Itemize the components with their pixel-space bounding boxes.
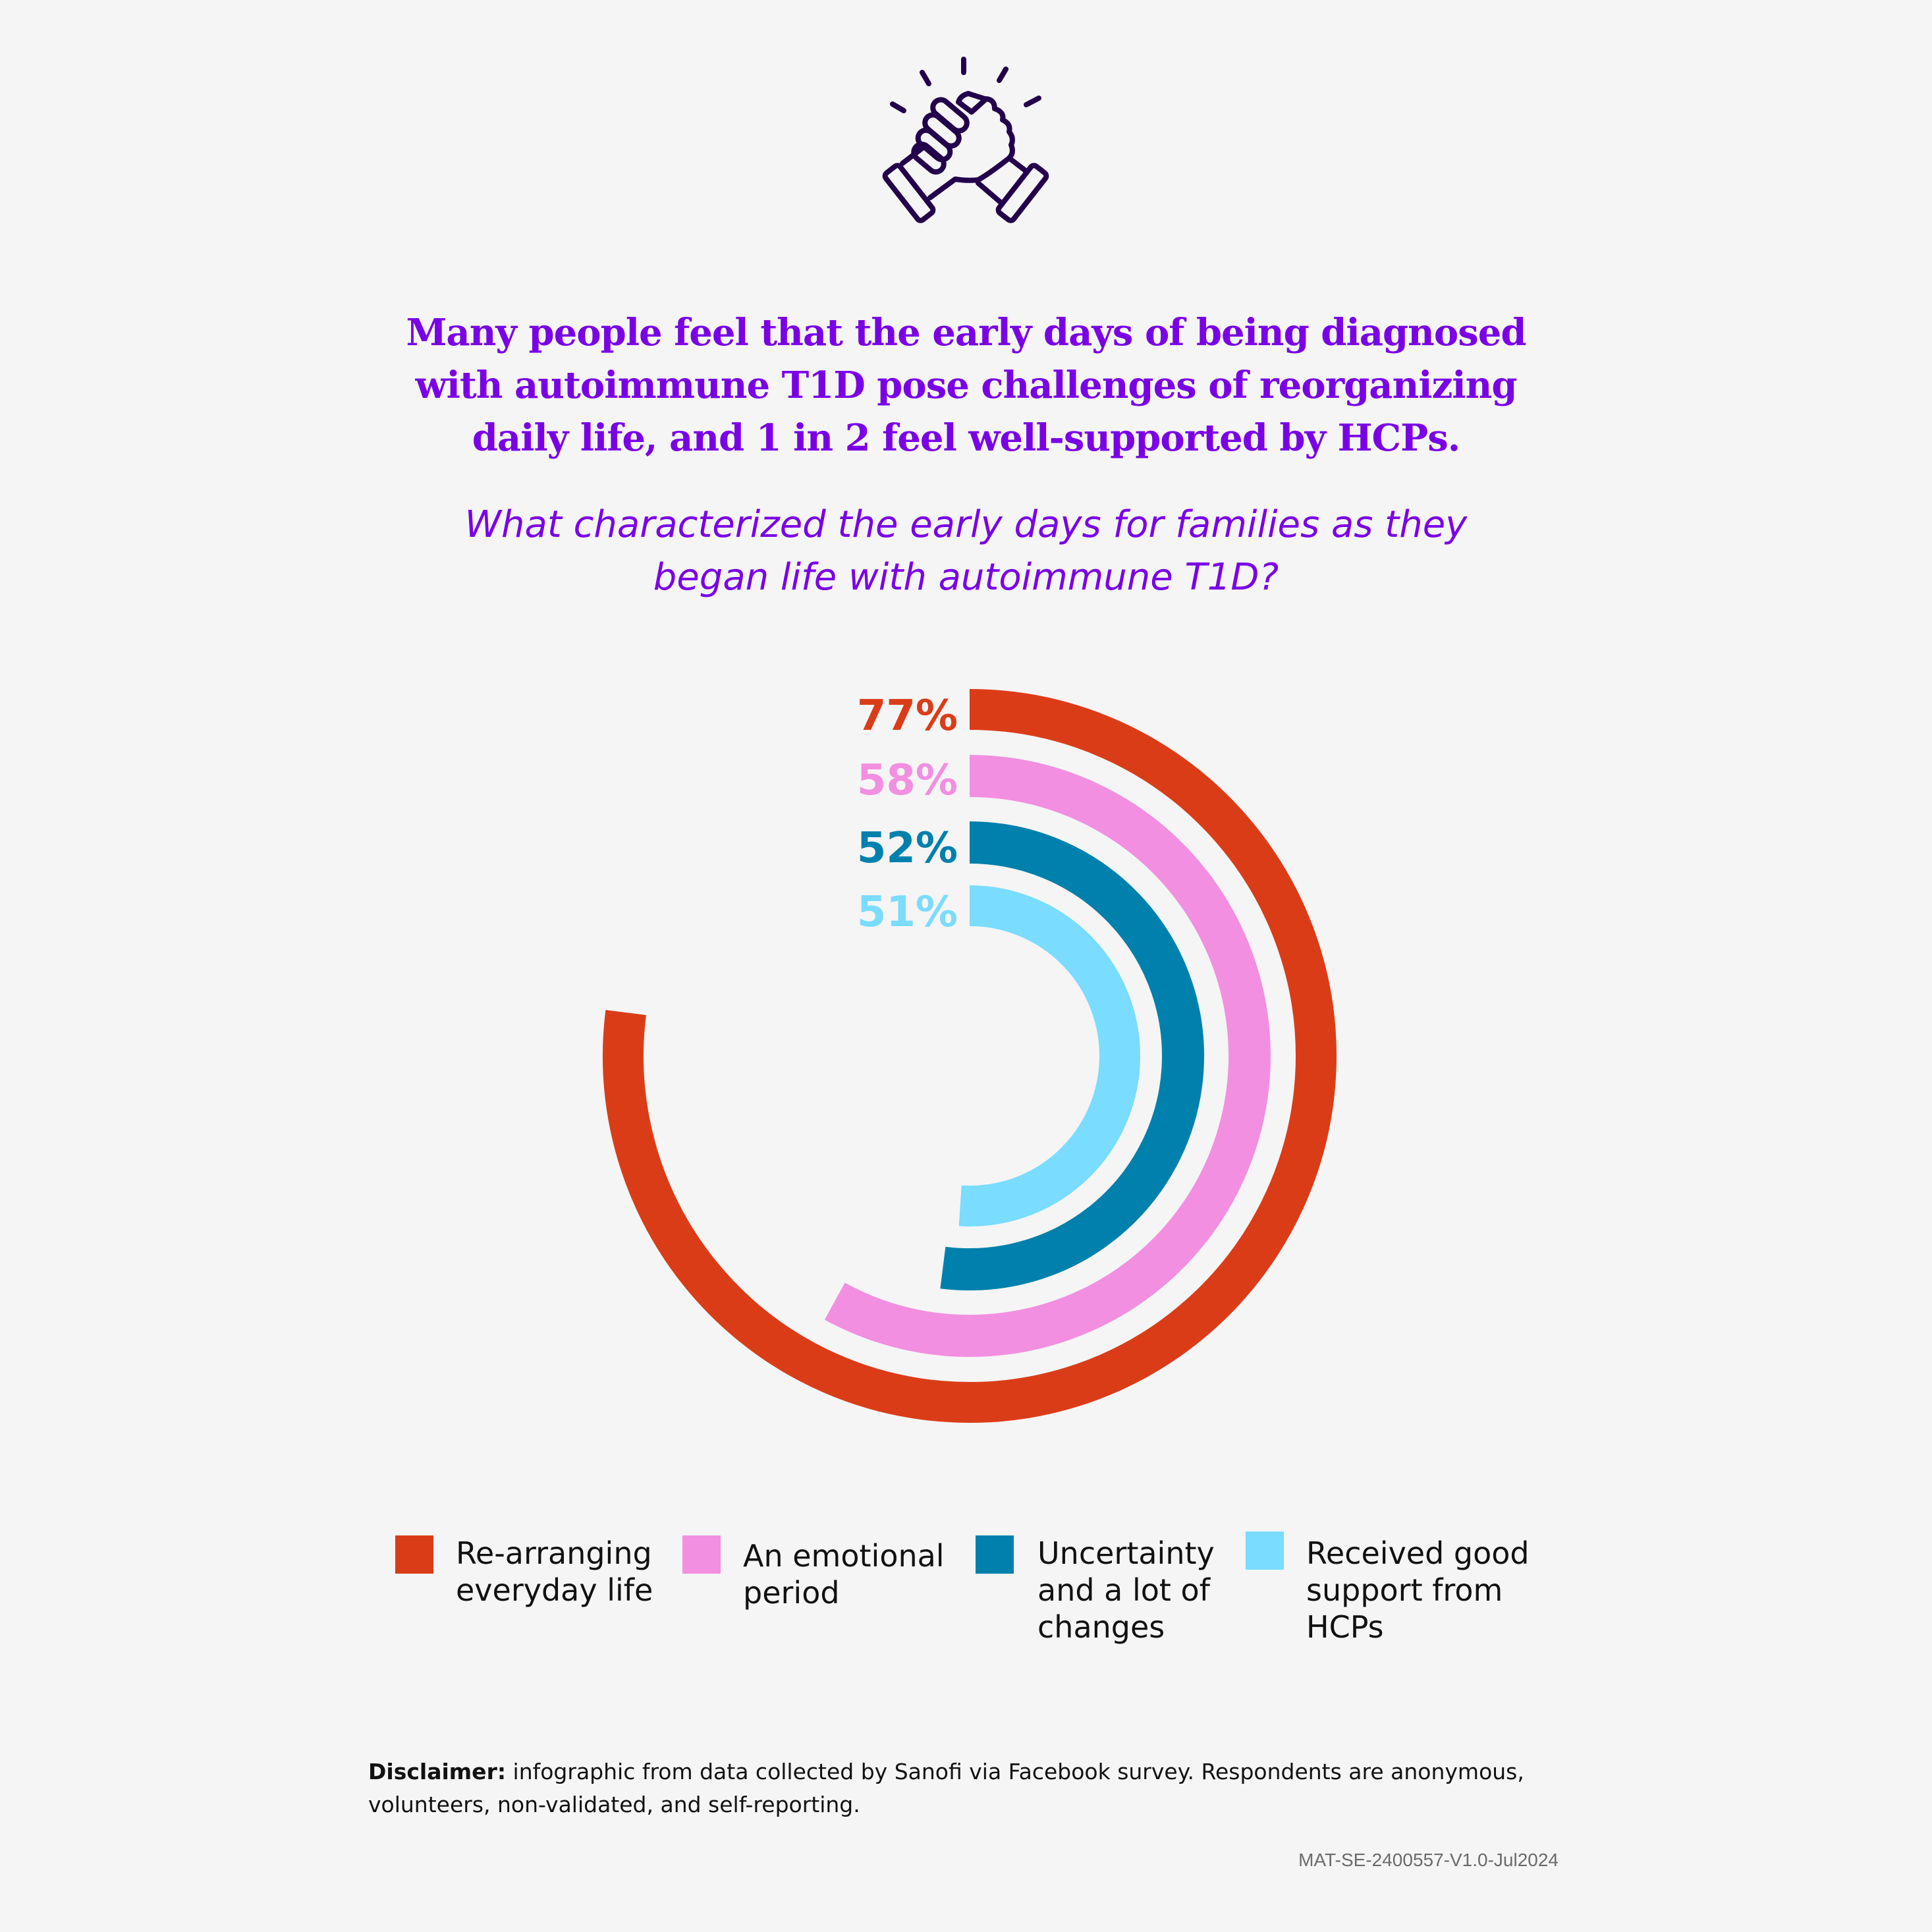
arc-3	[940, 821, 1204, 1290]
value-label: 58%	[857, 756, 958, 805]
legend-label-line: period	[743, 1575, 840, 1611]
legend-label-line: and a lot of	[1037, 1572, 1210, 1608]
headline: Many people feel that the early days of …	[0, 306, 1932, 464]
value-label: 52%	[857, 824, 958, 873]
legend-swatch	[682, 1535, 721, 1574]
legend-label-line: HCPs	[1306, 1609, 1384, 1645]
headline-line: daily life, and 1 in 2 feel well-support…	[472, 416, 1460, 460]
subtitle-line: What characterized the early days for fa…	[464, 503, 1468, 546]
legend-swatch	[395, 1535, 433, 1574]
legend-label-line: Re-arranging	[456, 1535, 652, 1571]
subtitle-line: began life with autoimmune T1D?	[653, 556, 1279, 599]
headline-line: Many people feel that the early days of …	[406, 311, 1526, 354]
legend-label-line: support from	[1306, 1572, 1503, 1608]
value-label: 51%	[857, 888, 958, 937]
disclaimer-label: Disclaimer:	[368, 1759, 507, 1784]
legend-label: Re-arranging everyday life	[456, 1535, 653, 1609]
legend-label-line: Received good	[1306, 1535, 1530, 1571]
document-code: MAT-SE-2400557-V1.0-Jul2024	[1298, 1850, 1559, 1870]
legend-swatch	[976, 1535, 1014, 1574]
legend-label: An emotional period	[743, 1537, 945, 1611]
legend-label-line: everyday life	[456, 1572, 653, 1608]
legend-label-line: changes	[1037, 1609, 1165, 1645]
disclaimer-text: infographic from data collected by Sanof…	[368, 1759, 1524, 1817]
arc-2	[824, 755, 1271, 1357]
legend-label: Uncertainty and a lot of changes	[1037, 1535, 1215, 1645]
handshake-icon	[882, 57, 1049, 223]
headline-line: with autoimmune T1D pose challenges of r…	[415, 364, 1517, 407]
arc-1	[603, 689, 1337, 1423]
disclaimer: Disclaimer: infographic from data collec…	[368, 1755, 1587, 1821]
legend-label-line: An emotional	[743, 1538, 945, 1574]
legend-label-line: Uncertainty	[1037, 1535, 1215, 1571]
value-label: 77%	[857, 692, 958, 740]
legend-label: Received good support from HCPs	[1306, 1535, 1530, 1645]
arc-4	[958, 885, 1140, 1227]
legend-swatch	[1246, 1532, 1284, 1570]
question-subtitle: What characterized the early days for fa…	[0, 499, 1932, 604]
